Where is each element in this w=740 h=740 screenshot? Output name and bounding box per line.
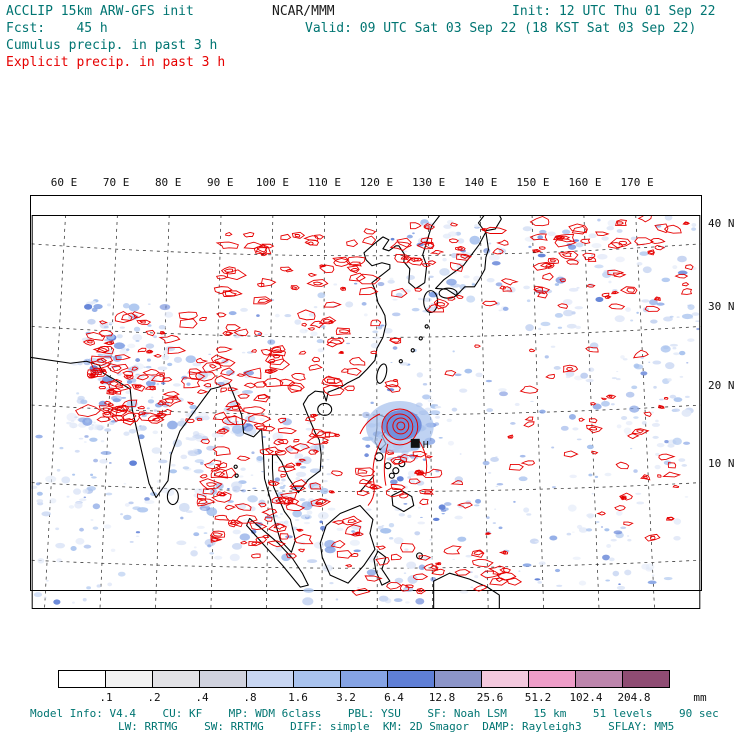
valid-time: Valid: 09 UTC Sat 03 Sep 22 (18 KST Sat … xyxy=(305,21,697,36)
colorbar-tick-label: 51.2 xyxy=(524,691,552,704)
explicit-precip-layer xyxy=(75,214,694,596)
init-time: Init: 12 UTC Thu 01 Sep 22 xyxy=(512,4,716,19)
lon-tick-label: 160 E xyxy=(568,176,602,189)
lon-tick-label: 90 E xyxy=(207,176,234,189)
colorbar-cell xyxy=(575,670,623,688)
colorbar-tick-label: 25.6 xyxy=(476,691,504,704)
colorbar-cell xyxy=(152,670,200,688)
colorbar-cell xyxy=(434,670,482,688)
colorbar-cell xyxy=(340,670,388,688)
lat-tick-label: 10 N xyxy=(708,457,735,470)
model-info-line1: Model Info: V4.4 CU: KF MP: WDM 6class P… xyxy=(30,707,719,720)
latitude-axis: 40 N 30 N 20 N 10 N xyxy=(708,195,740,591)
lon-tick-label: 100 E xyxy=(255,176,289,189)
lon-tick-label: 60 E xyxy=(50,176,78,189)
colorbar-tick-label: .8 xyxy=(243,691,257,704)
storm-center-box xyxy=(410,438,420,448)
colorbar-cell xyxy=(58,670,106,688)
longitude-axis: 60 E 70 E 80 E 90 E 100 E 110 E 120 E 130 E 140 … xyxy=(30,176,702,190)
colorbar-tick-label: 12.8 xyxy=(428,691,456,704)
colorbar-tick-label: .1 xyxy=(99,691,113,704)
legend-explicit-label: Explicit precip. in past 3 h xyxy=(6,55,226,70)
colorbar-cell xyxy=(528,670,576,688)
colorbar-tick-label: 204.8 xyxy=(617,691,651,704)
colorbar-units-label: mm xyxy=(693,691,707,704)
lon-tick-label: 110 E xyxy=(307,176,342,189)
colorbar xyxy=(58,670,684,688)
colorbar-tick-label: 3.2 xyxy=(336,691,356,704)
legend-cumulus-label: Cumulus precip. in past 3 h xyxy=(6,38,218,53)
colorbar-labels: .1 .2 .4 .8 1.6 3.2 6.4 12.8 25.6 51.2 102.4 204.8 m… xyxy=(58,691,738,704)
colorbar-tick-label: .2 xyxy=(147,691,161,704)
lat-tick-label: 30 N xyxy=(708,300,735,313)
typhoon-marker: H xyxy=(359,401,434,506)
model-info-line2: LW: RRTMG SW: RRTMG DIFF: simple KM: 2D … xyxy=(118,720,675,733)
forecast-hour: Fcst: 45 h xyxy=(6,21,108,36)
map-canvas: H xyxy=(28,212,701,610)
colorbar-cell xyxy=(246,670,294,688)
lon-tick-label: 130 E xyxy=(412,176,446,189)
org-title: NCAR/MMM xyxy=(272,4,335,19)
lon-tick-label: 70 E xyxy=(102,176,130,189)
storm-label: H xyxy=(423,440,429,451)
colorbar-cell xyxy=(293,670,341,688)
lat-tick-label: 20 N xyxy=(708,379,735,392)
lon-tick-label: 80 E xyxy=(154,176,182,189)
colorbar-tick-label: 102.4 xyxy=(569,691,603,704)
map-frame: H xyxy=(28,195,702,610)
lon-tick-label: 140 E xyxy=(464,176,498,189)
lon-tick-label: 170 E xyxy=(620,176,654,189)
colorbar-cell xyxy=(622,670,670,688)
plot-title: ACCLIP 15km ARW-GFS init xyxy=(6,4,194,19)
colorbar-cell xyxy=(481,670,529,688)
lon-tick-label: 150 E xyxy=(516,176,550,189)
colorbar-cell xyxy=(105,670,153,688)
colorbar-tick-label: .4 xyxy=(195,691,209,704)
colorbar-cell xyxy=(199,670,247,688)
map-border xyxy=(31,215,701,609)
lat-tick-label: 40 N xyxy=(708,217,735,230)
colorbar-cell xyxy=(387,670,435,688)
lon-tick-label: 120 E xyxy=(360,176,394,189)
colorbar-tick-label: 1.6 xyxy=(288,691,308,704)
colorbar-tick-label: 6.4 xyxy=(384,691,404,704)
cumulus-precip-layer xyxy=(28,214,700,606)
